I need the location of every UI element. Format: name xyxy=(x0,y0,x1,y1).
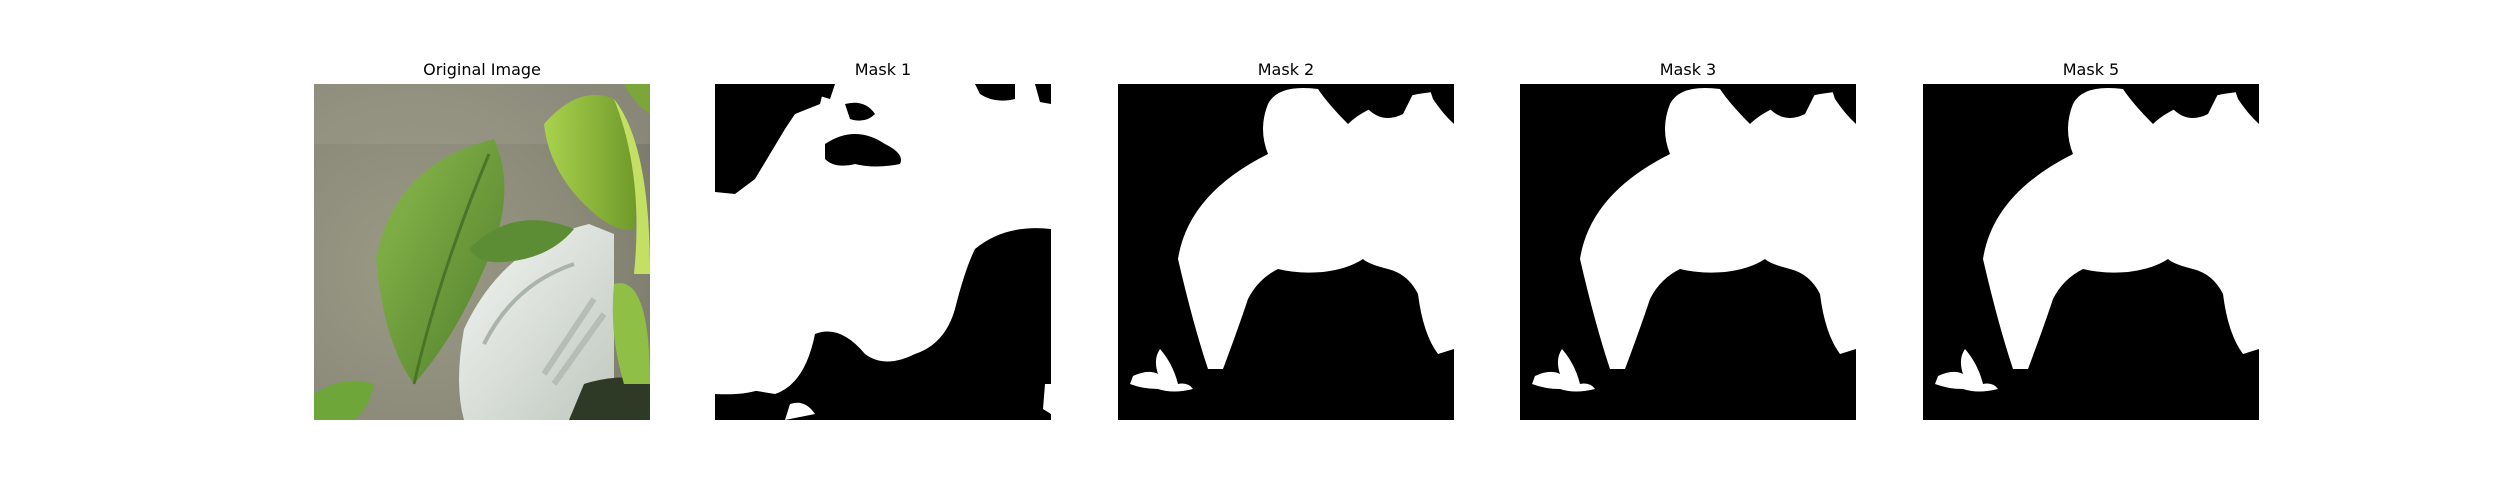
panel-mask-5: Mask 5 xyxy=(1923,59,2259,420)
panel-mask-1: Mask 1 xyxy=(715,59,1051,420)
panel-mask-3: Mask 3 xyxy=(1520,59,1856,420)
panel-title: Mask 2 xyxy=(1257,60,1315,79)
mask-2-image xyxy=(1118,84,1454,420)
panel-title: Original Image xyxy=(423,60,541,79)
panel-title: Mask 5 xyxy=(2062,60,2120,79)
mask-3-image xyxy=(1520,84,1856,420)
panel-title: Mask 1 xyxy=(854,60,912,79)
mask-1-image xyxy=(715,84,1051,420)
mask-5-image xyxy=(1923,84,2259,420)
panel-mask-2: Mask 2 xyxy=(1118,59,1454,420)
panel-original-image: Original Image xyxy=(314,59,650,420)
panel-title: Mask 3 xyxy=(1659,60,1717,79)
original-image xyxy=(314,84,650,420)
